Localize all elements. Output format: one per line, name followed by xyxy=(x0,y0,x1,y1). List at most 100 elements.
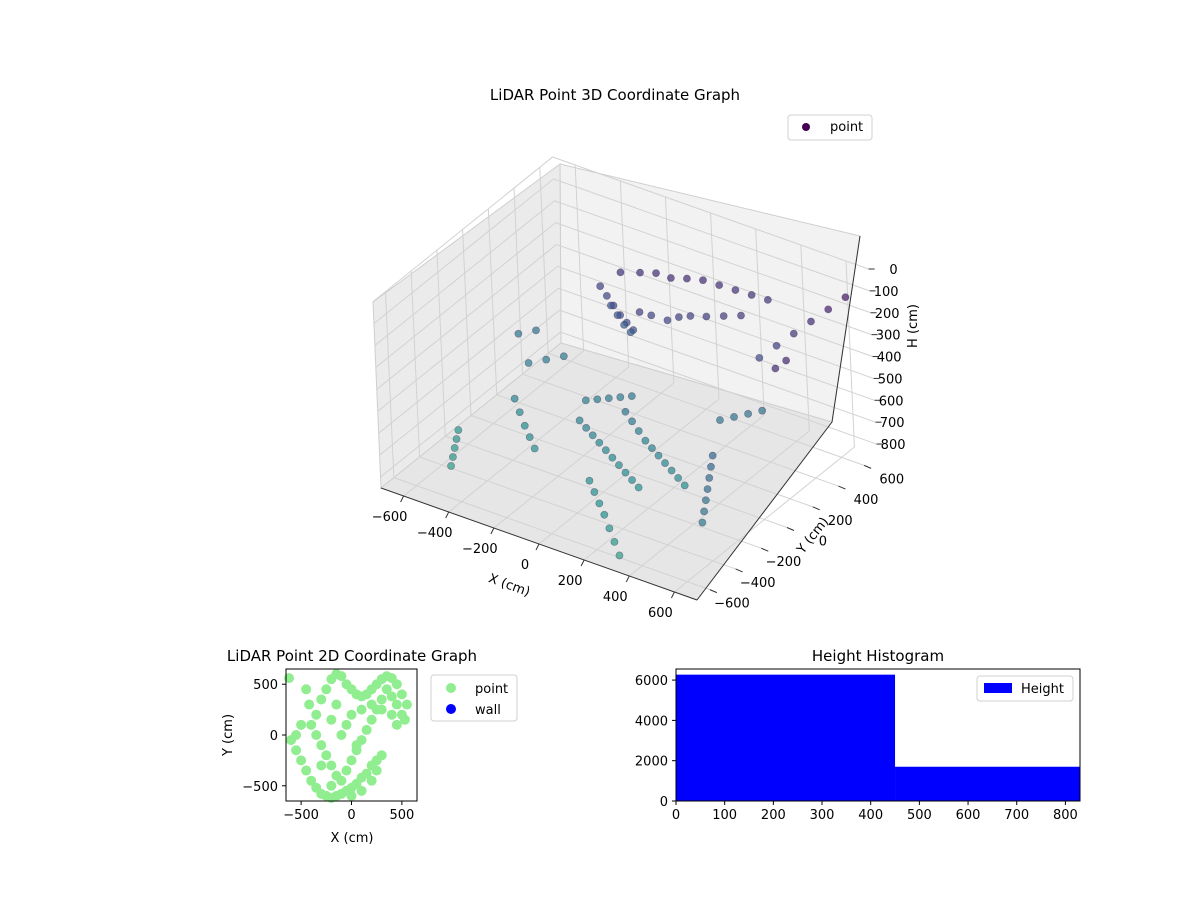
chart-3d-gridline-y xyxy=(384,291,395,478)
chart-2d-point xyxy=(341,765,352,776)
chart-3d-point xyxy=(636,268,644,277)
chart-3d: LiDAR Point 3D Coordinate Graph −600 −400… xyxy=(372,86,921,621)
chart-3d-gridline-x xyxy=(664,196,675,384)
chart-3d-y-axis xyxy=(696,421,833,601)
chart-2d-x-tick-label: 500 xyxy=(389,808,414,823)
chart-3d-point xyxy=(652,269,660,278)
chart-2d-point xyxy=(356,785,367,796)
chart-3d-point xyxy=(542,355,551,364)
chart-hist-x-tick-label: 800 xyxy=(1053,808,1078,823)
chart-3d-gridline-y xyxy=(513,188,523,375)
chart-2d-y-tick-label: 500 xyxy=(253,678,278,693)
chart-hist-bar xyxy=(676,674,896,801)
chart-2d-point xyxy=(396,689,407,700)
chart-3d-gridline-z xyxy=(373,178,870,325)
chart-2d-point xyxy=(356,704,367,715)
chart-3d-zlabel: H (cm) xyxy=(906,304,921,348)
chart-3d-gridline-y xyxy=(393,477,711,591)
chart-3d-point xyxy=(448,453,457,461)
chart-3d-point xyxy=(620,320,629,329)
chart-2d-point xyxy=(306,775,317,786)
chart-3d-point xyxy=(605,524,614,533)
chart-2d-y-tick-label: 0 xyxy=(270,729,278,744)
chart-3d-point xyxy=(680,481,689,490)
chart-2d-point xyxy=(386,709,397,720)
chart-3d-y-tick xyxy=(761,547,769,552)
chart-3d-point xyxy=(593,395,602,404)
chart-2d-point xyxy=(316,760,327,771)
chart-3d-z-tick-label: 300 xyxy=(876,329,901,344)
chart-3d-gridline-z xyxy=(372,156,869,303)
chart-3d-gridline-y xyxy=(419,456,736,570)
chart-3d-point xyxy=(715,281,724,290)
chart-3d-point xyxy=(674,313,683,321)
chart-3d-y-tick xyxy=(863,464,872,469)
chart-3d-point xyxy=(621,468,630,477)
chart-3d-point xyxy=(454,426,463,434)
chart-3d-z-tick-label: 600 xyxy=(879,394,904,409)
chart-3d-gridline-x xyxy=(845,260,855,448)
chart-hist: Height Histogram 0 100 200 300 400 500 600 700 8… xyxy=(635,647,1081,823)
chart-2d-point xyxy=(336,775,347,786)
chart-3d-point xyxy=(559,352,568,361)
chart-2d-point xyxy=(296,719,307,730)
chart-2d-point xyxy=(346,790,357,801)
chart-3d-gridline-y xyxy=(522,373,839,487)
chart-2d-point xyxy=(366,699,377,710)
chart-hist-x-tick-label: 600 xyxy=(956,808,981,823)
chart-3d-point xyxy=(731,286,740,294)
chart-2d-ticks: −500 0 500 500 0 −500 xyxy=(242,678,414,823)
chart-2d-point xyxy=(376,694,387,705)
chart-3d-x-tick-label: 0 xyxy=(521,558,529,573)
chart-3d-point xyxy=(610,537,619,546)
chart-3d-z-tick-label: 700 xyxy=(880,416,905,431)
chart-3d-point xyxy=(634,427,643,435)
chart-3d-z-tick-label: 800 xyxy=(881,438,906,453)
chart-hist-x-tick-label: 200 xyxy=(761,808,786,823)
chart-2d-legend-label-point: point xyxy=(475,682,508,697)
chart-3d-point xyxy=(595,499,604,508)
chart-2d-points xyxy=(284,669,412,803)
chart-3d-z-tick-label: 400 xyxy=(877,351,902,366)
chart-2d-point xyxy=(371,765,382,776)
chart-3d-point xyxy=(647,311,656,320)
chart-2d-point xyxy=(376,704,387,715)
chart-3d-point xyxy=(452,435,461,443)
chart-3d-gridline-z xyxy=(378,287,875,434)
chart-3d-point xyxy=(596,282,605,291)
chart-3d-point xyxy=(755,353,764,362)
chart-3d-y-tick-label: 0 xyxy=(819,535,827,550)
chart-3d-point xyxy=(772,341,781,350)
chart-hist-x-tick-label: 0 xyxy=(672,808,680,823)
chart-3d-gridline-z xyxy=(376,243,873,390)
chart-3d-gridline-z xyxy=(374,200,871,347)
chart-3d-x-tick-label: 200 xyxy=(558,574,583,589)
chart-3d-point xyxy=(841,293,850,302)
chart-2d-point xyxy=(366,775,377,786)
chart-3d-point xyxy=(744,409,753,418)
chart-3d-y-tick xyxy=(786,527,795,531)
chart-3d-gridline-y xyxy=(547,352,865,466)
chart-3d-point xyxy=(613,311,622,320)
chart-3d-gridline-y xyxy=(462,229,472,416)
chart-hist-legend: Height xyxy=(976,675,1074,702)
chart-3d-gridline-z xyxy=(379,309,876,456)
chart-3d-point xyxy=(648,444,656,453)
chart-2d-point xyxy=(331,699,342,710)
chart-hist-frame xyxy=(675,668,1081,802)
chart-hist-bar xyxy=(895,766,1080,801)
chart-hist-y-tick-label: 0 xyxy=(660,795,668,810)
chart-3d-point xyxy=(807,317,815,326)
chart-3d-y-tick xyxy=(812,506,820,511)
chart-2d-point xyxy=(386,691,397,702)
chart-3d-point xyxy=(575,416,584,425)
chart-2d-point xyxy=(346,755,357,766)
chart-3d-x-tick-label: 600 xyxy=(648,606,673,621)
chart-2d-point xyxy=(311,730,322,740)
chart-3d-point xyxy=(627,392,636,401)
chart-2d-y-tick-label: −500 xyxy=(242,780,278,795)
chart-3d-point xyxy=(707,462,715,471)
chart-hist-y-tick-label: 4000 xyxy=(635,714,668,729)
chart-3d-gridline-y xyxy=(539,167,549,354)
chart-3d-z-tick-label: 0 xyxy=(889,263,897,278)
